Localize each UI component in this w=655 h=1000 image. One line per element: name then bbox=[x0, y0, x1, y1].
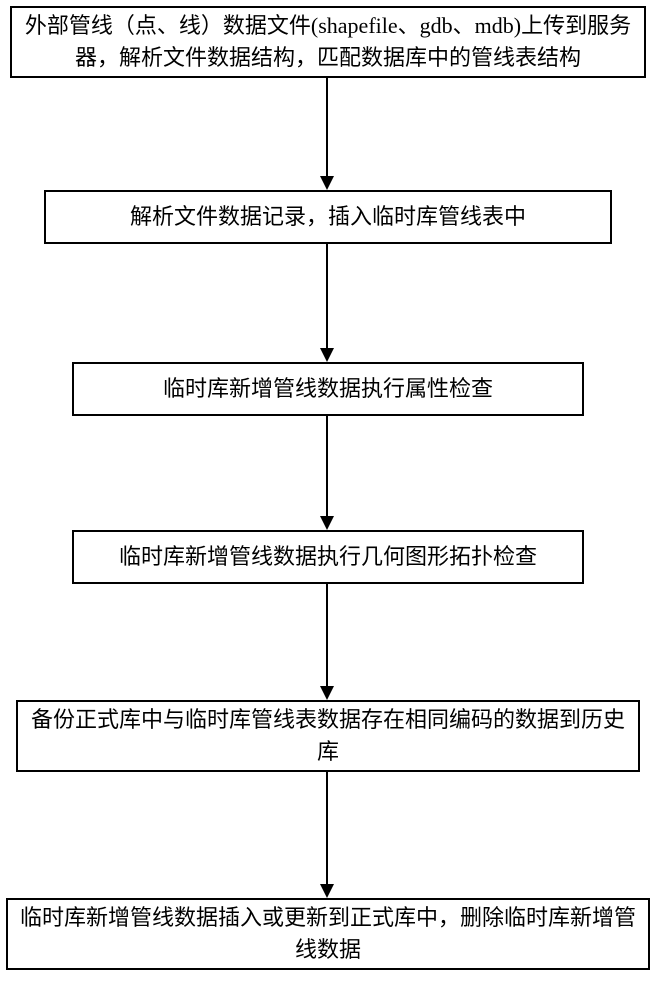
flow-node-n2: 解析文件数据记录，插入临时库管线表中 bbox=[44, 190, 612, 244]
arrowhead-icon bbox=[320, 176, 334, 190]
flowchart-canvas: 外部管线（点、线）数据文件(shapefile、gdb、mdb)上传到服务器，解… bbox=[0, 0, 655, 1000]
arrowhead-icon bbox=[320, 686, 334, 700]
flow-node-label: 外部管线（点、线）数据文件(shapefile、gdb、mdb)上传到服务器，解… bbox=[22, 10, 634, 74]
flow-node-label: 临时库新增管线数据执行几何图形拓扑检查 bbox=[119, 541, 537, 573]
flow-node-label: 临时库新增管线数据插入或更新到正式库中，删除临时库新增管线数据 bbox=[18, 902, 638, 966]
arrowhead-icon bbox=[320, 348, 334, 362]
flow-node-n1: 外部管线（点、线）数据文件(shapefile、gdb、mdb)上传到服务器，解… bbox=[10, 6, 646, 78]
flow-node-n6: 临时库新增管线数据插入或更新到正式库中，删除临时库新增管线数据 bbox=[6, 898, 650, 970]
flow-node-n5: 备份正式库中与临时库管线表数据存在相同编码的数据到历史库 bbox=[16, 700, 640, 772]
flow-edge-n5-n6 bbox=[326, 772, 328, 884]
flow-edge-n4-n5 bbox=[326, 584, 328, 686]
flow-node-n4: 临时库新增管线数据执行几何图形拓扑检查 bbox=[72, 530, 584, 584]
flow-node-label: 备份正式库中与临时库管线表数据存在相同编码的数据到历史库 bbox=[28, 704, 628, 768]
flow-node-label: 解析文件数据记录，插入临时库管线表中 bbox=[130, 201, 526, 233]
arrowhead-icon bbox=[320, 516, 334, 530]
flow-edge-n1-n2 bbox=[326, 78, 328, 176]
arrowhead-icon bbox=[320, 884, 334, 898]
flow-node-n3: 临时库新增管线数据执行属性检查 bbox=[72, 362, 584, 416]
flow-edge-n3-n4 bbox=[326, 416, 328, 516]
flow-node-label: 临时库新增管线数据执行属性检查 bbox=[163, 373, 493, 405]
flow-edge-n2-n3 bbox=[326, 244, 328, 348]
